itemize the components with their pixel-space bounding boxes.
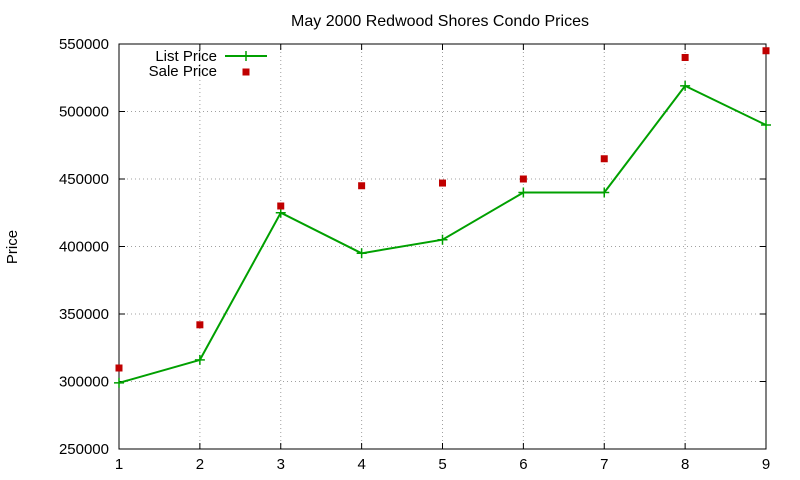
sale-price-point [196,321,204,329]
axis-ticks: 250000 300000 350000 400000 450000 500000 5500… [59,36,770,473]
sale-price-point [115,364,123,372]
x-tick-label: 5 [438,456,446,473]
y-tick-label: 350000 [59,306,109,323]
x-tick-label: 2 [196,456,204,473]
sale-price-point [762,47,770,55]
y-axis-label: Price [4,230,21,264]
legend-label-list-price: List Price [155,48,217,65]
chart-title: May 2000 Redwood Shores Condo Prices [291,13,589,30]
list-price-point [356,248,367,259]
list-price-point [194,354,205,365]
x-tick-label: 4 [357,456,365,473]
y-tick-label: 550000 [59,36,109,53]
sale-price-point [681,54,689,61]
y-tick-label: 500000 [59,104,109,121]
legend-marker-sale-price [242,68,250,76]
list-price-point [114,377,124,388]
sale-price-point [277,202,285,210]
legend-label-sale-price: Sale Price [149,63,217,80]
list-price-point [437,234,448,245]
list-price-point [680,80,691,91]
y-tick-label: 450000 [59,171,109,188]
legend-marks [225,51,267,76]
sale-price-point [358,182,366,190]
y-tick-label: 400000 [59,239,109,256]
legend-marker-list-price [241,51,251,61]
x-tick-label: 8 [681,456,689,473]
x-tick-label: 9 [762,456,770,473]
x-tick-label: 7 [600,456,608,473]
sale-price-point [439,179,446,187]
y-tick-label: 300000 [59,374,109,391]
list-price-point [518,187,529,198]
grid-lines [119,44,766,449]
series-line-list-price [118,84,767,384]
x-tick-label: 6 [519,456,527,473]
x-tick-label: 1 [115,456,123,473]
x-tick-label: 3 [277,456,285,473]
series-layer [114,47,771,388]
list-price-point [599,187,610,198]
y-tick-label: 250000 [59,441,109,458]
sale-price-point [600,155,608,163]
list-price-point [761,120,771,130]
legend: List Price Sale Price [149,48,267,80]
sale-price-point [519,175,527,183]
